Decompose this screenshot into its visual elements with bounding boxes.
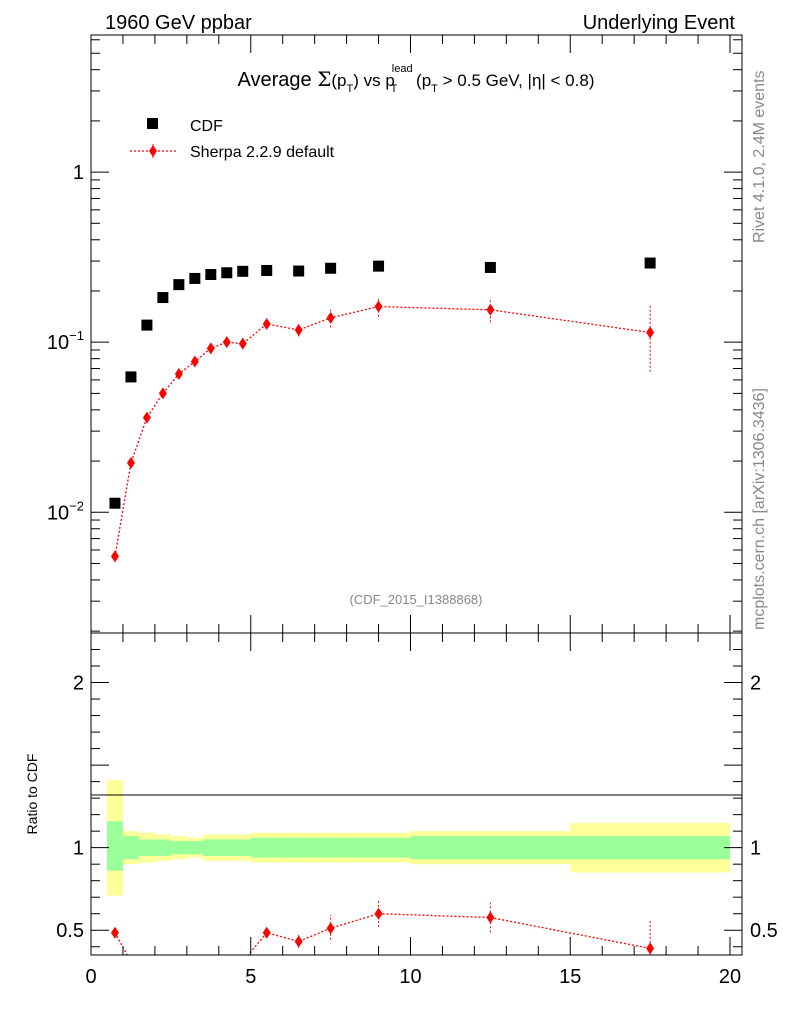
ratio-sherpa-point	[486, 911, 495, 924]
cdf-point	[293, 265, 305, 277]
ratio-band-inner	[250, 837, 283, 858]
main-y-tick-label: 10−2	[47, 498, 84, 524]
cdf-point	[109, 497, 121, 509]
header-right: Underlying Event	[583, 12, 736, 34]
plot-title: Average Σ(pT) vs plead T (pT > 0.5 GeV, |…	[238, 63, 595, 95]
ratio-y-tick-label-right: 2	[750, 673, 761, 695]
ratio-y-tick-label-left: 2	[73, 673, 84, 695]
ratio-sherpa-point	[110, 926, 119, 939]
cdf-point	[173, 279, 185, 291]
ratio-band-inner	[122, 836, 139, 860]
x-tick-label: 20	[719, 966, 741, 988]
sherpa-line	[114, 305, 651, 557]
header-left: 1960 GeV ppbar	[105, 12, 252, 34]
sherpa-point	[238, 337, 247, 350]
cdf-point	[157, 292, 169, 304]
main-frame	[90, 34, 743, 634]
cdf-point	[237, 265, 249, 277]
sherpa-point	[110, 550, 119, 563]
ratio-y-tick-label-left: 0.5	[56, 920, 84, 942]
ratio-band-inner	[106, 821, 123, 871]
ratio-band-inner	[170, 841, 187, 855]
ratio-band-inner	[570, 836, 730, 860]
sherpa-point	[126, 456, 135, 469]
ratio-sherpa-point	[127, 956, 135, 968]
legend-sherpa-label: Sherpa 2.2.9 default	[190, 144, 335, 161]
ratio-band-inner	[282, 837, 315, 858]
cdf-point	[644, 257, 656, 269]
rivet-label: Rivet 4.1.0, 2.4M events	[751, 70, 768, 243]
sherpa-point	[222, 336, 231, 349]
ratio-band-inner	[346, 837, 411, 858]
cdf-point	[141, 319, 153, 331]
ratio-band-inner	[234, 839, 251, 856]
ratio-frame	[90, 632, 743, 956]
sherpa-point	[294, 323, 303, 336]
ratio-sherpa-point	[262, 926, 271, 939]
ratio-sherpa-point	[294, 935, 303, 948]
cdf-point	[261, 264, 273, 276]
cdf-point	[373, 260, 385, 272]
sherpa-point	[374, 300, 383, 313]
ratio-y-tick-label-right: 1	[750, 838, 761, 860]
ratio-axis-ticks	[90, 632, 742, 955]
main-axis-ticks	[90, 35, 742, 633]
sherpa-point	[206, 342, 215, 355]
ratio-tick-labels: 0.5 0.51 12 20 5 10 15 20	[56, 673, 778, 988]
ratio-band-inner	[410, 836, 571, 860]
ratio-band-inner	[186, 841, 203, 855]
legend-sherpa-marker	[149, 145, 157, 157]
cdf-point	[125, 371, 137, 383]
ratio-band-inner	[154, 839, 171, 856]
sherpa-point	[190, 355, 199, 368]
sherpa-point	[326, 311, 335, 324]
ratio-sherpa-point	[374, 907, 383, 920]
ratio-sherpa-point	[326, 922, 335, 935]
cdf-point	[484, 261, 496, 273]
sherpa-point	[174, 368, 183, 381]
cdf-point	[205, 269, 217, 281]
sherpa-point	[262, 317, 271, 330]
cdf-point	[189, 272, 201, 284]
ratio-band-inner	[314, 837, 347, 858]
x-tick-label: 10	[399, 966, 421, 988]
sherpa-point	[646, 326, 655, 339]
ratio-band-inner	[138, 839, 155, 856]
ratio-band-inner	[202, 839, 219, 856]
ratio-y-axis-label: Ratio to CDF	[24, 754, 40, 835]
main-series	[109, 257, 656, 563]
ratio-y-tick-label-left: 1	[73, 838, 84, 860]
main-y-tick-label: 10−1	[47, 328, 84, 354]
x-tick-label: 5	[245, 966, 256, 988]
analysis-id: (CDF_2015_I1388868)	[350, 592, 483, 607]
cdf-point	[221, 267, 233, 279]
sherpa-point	[158, 387, 167, 400]
x-tick-label: 0	[85, 966, 96, 988]
main-y-tick-label: 1	[73, 162, 84, 184]
ratio-series	[110, 898, 655, 968]
main-y-tick-labels: 1 10−1 10−2	[47, 162, 84, 524]
sherpa-point	[142, 411, 151, 424]
x-tick-label: 15	[559, 966, 581, 988]
ratio-band-inner	[218, 839, 235, 856]
cdf-point	[325, 262, 337, 274]
ratio-sherpa-point	[646, 942, 655, 955]
mcplots-label: mcplots.cern.ch [arXiv:1306.3436]	[751, 388, 768, 630]
sherpa-point	[486, 303, 495, 316]
legend-cdf-marker	[147, 118, 158, 129]
ratio-uncertainty-bands	[106, 779, 730, 896]
ratio-y-tick-label-right: 0.5	[750, 920, 778, 942]
legend-cdf-label: CDF	[190, 118, 223, 135]
